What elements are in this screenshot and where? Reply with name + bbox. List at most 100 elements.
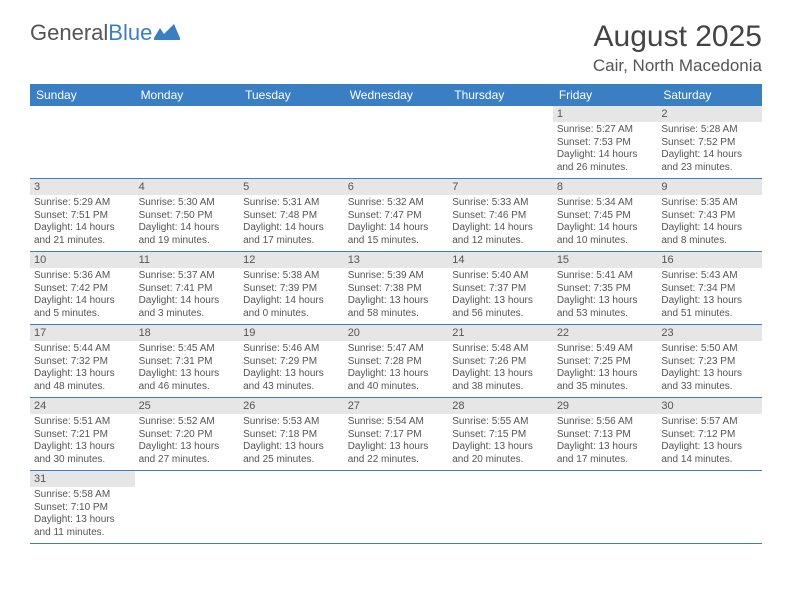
day-details: Sunrise: 5:44 AMSunset: 7:32 PMDaylight:…: [30, 341, 135, 397]
sunrise-text: Sunrise: 5:41 AM: [557, 270, 654, 283]
sunrise-text: Sunrise: 5:54 AM: [348, 416, 445, 429]
sunset-text: Sunset: 7:37 PM: [452, 283, 549, 296]
day-details: Sunrise: 5:58 AMSunset: 7:10 PMDaylight:…: [30, 487, 135, 543]
calendar-cell: 12Sunrise: 5:38 AMSunset: 7:39 PMDayligh…: [239, 252, 344, 325]
daylight-text: Daylight: 13 hours and 58 minutes.: [348, 295, 445, 320]
calendar-cell: 29Sunrise: 5:56 AMSunset: 7:13 PMDayligh…: [553, 398, 658, 471]
sunset-text: Sunset: 7:18 PM: [243, 429, 340, 442]
calendar-cell: 14Sunrise: 5:40 AMSunset: 7:37 PMDayligh…: [448, 252, 553, 325]
sunset-text: Sunset: 7:46 PM: [452, 210, 549, 223]
sunset-text: Sunset: 7:17 PM: [348, 429, 445, 442]
sunrise-text: Sunrise: 5:43 AM: [661, 270, 758, 283]
sunset-text: Sunset: 7:21 PM: [34, 429, 131, 442]
daylight-text: Daylight: 13 hours and 20 minutes.: [452, 441, 549, 466]
calendar-cell: [448, 471, 553, 544]
day-details: Sunrise: 5:38 AMSunset: 7:39 PMDaylight:…: [239, 268, 344, 324]
sunrise-text: Sunrise: 5:56 AM: [557, 416, 654, 429]
day-details: Sunrise: 5:31 AMSunset: 7:48 PMDaylight:…: [239, 195, 344, 251]
sunrise-text: Sunrise: 5:46 AM: [243, 343, 340, 356]
day-number: 13: [344, 252, 449, 268]
day-number: 3: [30, 179, 135, 195]
sunset-text: Sunset: 7:34 PM: [661, 283, 758, 296]
sunset-text: Sunset: 7:23 PM: [661, 356, 758, 369]
daylight-text: Daylight: 13 hours and 30 minutes.: [34, 441, 131, 466]
month-title: August 2025: [593, 20, 762, 54]
sunrise-text: Sunrise: 5:50 AM: [661, 343, 758, 356]
day-details: Sunrise: 5:51 AMSunset: 7:21 PMDaylight:…: [30, 414, 135, 470]
day-number: 7: [448, 179, 553, 195]
day-number: 2: [657, 106, 762, 122]
sunrise-text: Sunrise: 5:48 AM: [452, 343, 549, 356]
day-details: Sunrise: 5:49 AMSunset: 7:25 PMDaylight:…: [553, 341, 658, 397]
day-number: 27: [344, 398, 449, 414]
calendar-cell: [344, 106, 449, 179]
header: GeneralBlue August 2025 Cair, North Mace…: [30, 20, 762, 76]
day-number: 19: [239, 325, 344, 341]
daylight-text: Daylight: 14 hours and 21 minutes.: [34, 222, 131, 247]
sunrise-text: Sunrise: 5:57 AM: [661, 416, 758, 429]
day-number: 16: [657, 252, 762, 268]
daylight-text: Daylight: 14 hours and 19 minutes.: [139, 222, 236, 247]
calendar-cell: 17Sunrise: 5:44 AMSunset: 7:32 PMDayligh…: [30, 325, 135, 398]
sunrise-text: Sunrise: 5:52 AM: [139, 416, 236, 429]
sunset-text: Sunset: 7:31 PM: [139, 356, 236, 369]
calendar-cell: 2Sunrise: 5:28 AMSunset: 7:52 PMDaylight…: [657, 106, 762, 179]
daylight-text: Daylight: 13 hours and 53 minutes.: [557, 295, 654, 320]
daylight-text: Daylight: 13 hours and 22 minutes.: [348, 441, 445, 466]
day-details: Sunrise: 5:53 AMSunset: 7:18 PMDaylight:…: [239, 414, 344, 470]
calendar-cell: [135, 106, 240, 179]
day-details: Sunrise: 5:29 AMSunset: 7:51 PMDaylight:…: [30, 195, 135, 251]
sunset-text: Sunset: 7:29 PM: [243, 356, 340, 369]
calendar-body: 1Sunrise: 5:27 AMSunset: 7:53 PMDaylight…: [30, 106, 762, 544]
calendar-row: 17Sunrise: 5:44 AMSunset: 7:32 PMDayligh…: [30, 325, 762, 398]
sunrise-text: Sunrise: 5:35 AM: [661, 197, 758, 210]
day-number: 6: [344, 179, 449, 195]
sunrise-text: Sunrise: 5:37 AM: [139, 270, 236, 283]
sunset-text: Sunset: 7:12 PM: [661, 429, 758, 442]
sunset-text: Sunset: 7:43 PM: [661, 210, 758, 223]
day-details: Sunrise: 5:40 AMSunset: 7:37 PMDaylight:…: [448, 268, 553, 324]
day-details: Sunrise: 5:48 AMSunset: 7:26 PMDaylight:…: [448, 341, 553, 397]
day-number: 9: [657, 179, 762, 195]
daylight-text: Daylight: 13 hours and 51 minutes.: [661, 295, 758, 320]
day-details: Sunrise: 5:54 AMSunset: 7:17 PMDaylight:…: [344, 414, 449, 470]
day-header: Tuesday: [239, 84, 344, 106]
title-block: August 2025 Cair, North Macedonia: [593, 20, 762, 76]
sunset-text: Sunset: 7:38 PM: [348, 283, 445, 296]
daylight-text: Daylight: 14 hours and 5 minutes.: [34, 295, 131, 320]
calendar-cell: [239, 471, 344, 544]
sunrise-text: Sunrise: 5:49 AM: [557, 343, 654, 356]
daylight-text: Daylight: 13 hours and 27 minutes.: [139, 441, 236, 466]
day-header-row: SundayMondayTuesdayWednesdayThursdayFrid…: [30, 84, 762, 106]
calendar-row: 31Sunrise: 5:58 AMSunset: 7:10 PMDayligh…: [30, 471, 762, 544]
day-details: Sunrise: 5:43 AMSunset: 7:34 PMDaylight:…: [657, 268, 762, 324]
sunset-text: Sunset: 7:48 PM: [243, 210, 340, 223]
calendar-cell: 13Sunrise: 5:39 AMSunset: 7:38 PMDayligh…: [344, 252, 449, 325]
calendar-cell: 28Sunrise: 5:55 AMSunset: 7:15 PMDayligh…: [448, 398, 553, 471]
day-details: Sunrise: 5:30 AMSunset: 7:50 PMDaylight:…: [135, 195, 240, 251]
day-number: 8: [553, 179, 658, 195]
calendar-cell: 9Sunrise: 5:35 AMSunset: 7:43 PMDaylight…: [657, 179, 762, 252]
calendar-cell: 7Sunrise: 5:33 AMSunset: 7:46 PMDaylight…: [448, 179, 553, 252]
day-header: Saturday: [657, 84, 762, 106]
sunset-text: Sunset: 7:45 PM: [557, 210, 654, 223]
calendar-cell: 10Sunrise: 5:36 AMSunset: 7:42 PMDayligh…: [30, 252, 135, 325]
day-number: 11: [135, 252, 240, 268]
day-number: 21: [448, 325, 553, 341]
daylight-text: Daylight: 13 hours and 46 minutes.: [139, 368, 236, 393]
daylight-text: Daylight: 14 hours and 23 minutes.: [661, 149, 758, 174]
sunset-text: Sunset: 7:10 PM: [34, 502, 131, 515]
sunrise-text: Sunrise: 5:45 AM: [139, 343, 236, 356]
daylight-text: Daylight: 13 hours and 11 minutes.: [34, 514, 131, 539]
day-number: 15: [553, 252, 658, 268]
day-number: 23: [657, 325, 762, 341]
daylight-text: Daylight: 13 hours and 56 minutes.: [452, 295, 549, 320]
day-details: Sunrise: 5:36 AMSunset: 7:42 PMDaylight:…: [30, 268, 135, 324]
sunrise-text: Sunrise: 5:55 AM: [452, 416, 549, 429]
sunset-text: Sunset: 7:47 PM: [348, 210, 445, 223]
daylight-text: Daylight: 14 hours and 17 minutes.: [243, 222, 340, 247]
daylight-text: Daylight: 14 hours and 3 minutes.: [139, 295, 236, 320]
sunrise-text: Sunrise: 5:34 AM: [557, 197, 654, 210]
day-details: Sunrise: 5:57 AMSunset: 7:12 PMDaylight:…: [657, 414, 762, 470]
day-details: Sunrise: 5:28 AMSunset: 7:52 PMDaylight:…: [657, 122, 762, 178]
